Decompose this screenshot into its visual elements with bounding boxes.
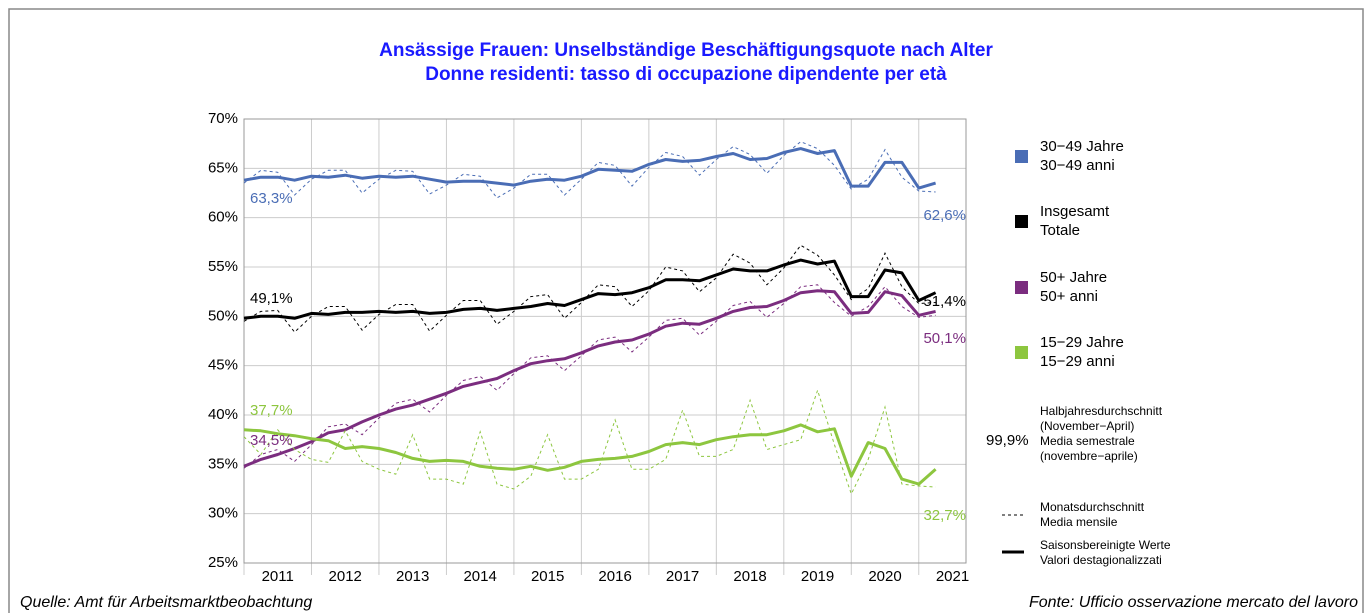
legend-swatch [1015, 150, 1028, 163]
y-tick-label: 50% [208, 307, 238, 324]
annotation: 37,7% [250, 402, 293, 419]
y-tick-label: 65% [208, 159, 238, 176]
legend-note-value: 99,9% [986, 432, 1029, 449]
legend-line: Saisonsbereinigte Werte Valori destagion… [1040, 538, 1171, 567]
legend-swatch [1015, 281, 1028, 294]
legend-swatch [1015, 215, 1028, 228]
y-tick-label: 30% [208, 505, 238, 522]
adjusted-line [243, 423, 937, 486]
adjusted-line [243, 147, 937, 190]
x-tick-label: 2011 [262, 568, 294, 585]
legend-label: 50+ Jahre 50+ anni [1040, 269, 1108, 305]
y-tick-label: 25% [208, 554, 238, 571]
legend-note: Halbjahresdurchschnitt (November−April) … [1040, 404, 1163, 463]
source-left: Quelle: Amt für Arbeitsmarktbeobachtung [20, 594, 313, 611]
x-tick-label: 2019 [801, 568, 834, 585]
annotation: 34,5% [250, 432, 293, 449]
annotation: 62,6% [923, 207, 966, 224]
y-tick-label: 40% [208, 406, 238, 423]
plot-frame [243, 118, 967, 564]
frame [8, 8, 1364, 613]
legend-line: Monatsdurchschnitt Media mensile [1040, 500, 1145, 529]
x-tick-label: 2020 [868, 568, 901, 585]
y-tick-label: 35% [208, 455, 238, 472]
monthly-line [243, 244, 936, 333]
y-tick-label: 45% [208, 357, 238, 374]
y-tick-label: 55% [208, 258, 238, 275]
annotation: 32,7% [923, 507, 966, 524]
monthly-line [243, 141, 936, 199]
legend-swatch [1015, 346, 1028, 359]
x-tick-label: 2016 [598, 568, 631, 585]
x-tick-label: 2021 [936, 568, 969, 585]
annotation: 49,1% [250, 290, 293, 307]
monthly-line [243, 388, 936, 496]
x-tick-label: 2013 [396, 568, 429, 585]
x-tick-label: 2015 [531, 568, 564, 585]
annotation: 50,1% [923, 330, 966, 347]
chart-subtitle: Donne residenti: tasso di occupazione di… [425, 64, 947, 85]
annotation: 51,4% [923, 293, 966, 310]
annotation: 63,3% [250, 190, 293, 207]
legend-label: 30−49 Jahre 30−49 anni [1040, 138, 1124, 174]
x-tick-label: 2012 [329, 568, 362, 585]
x-tick-label: 2014 [463, 568, 496, 585]
x-tick-label: 2018 [733, 568, 766, 585]
adjusted-line [243, 258, 937, 320]
x-tick-label: 2017 [666, 568, 699, 585]
source-right: Fonte: Ufficio osservazione mercato del … [1028, 594, 1358, 611]
legend-label: Insgesamt Totale [1040, 203, 1110, 239]
adjusted-line [243, 289, 936, 468]
legend-label: 15−29 Jahre 15−29 anni [1040, 334, 1124, 370]
chart-title: Ansässige Frauen: Unselbständige Beschäf… [379, 40, 993, 61]
y-tick-label: 60% [208, 209, 238, 226]
y-tick-label: 70% [208, 110, 238, 127]
